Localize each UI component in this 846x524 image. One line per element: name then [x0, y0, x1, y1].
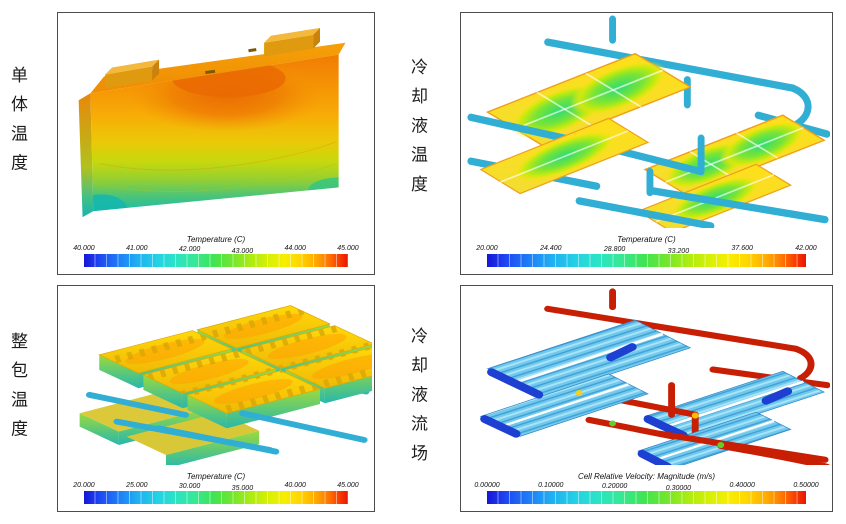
colorbar-tick: 42.000	[795, 245, 817, 252]
colorbar-tick: 28.800	[603, 246, 626, 253]
cooling-plate	[485, 52, 692, 147]
colorbar-coolant-temperature: Temperature (C) 20.000 24.400 28.800 33.…	[469, 235, 824, 267]
colorbar-pack-temperature: Temperature (C) 20.000 25.000 30.000 35.…	[66, 472, 366, 504]
panel-cell-temperature: Temperature (C) 40.000 41.000 42.000 43.…	[57, 12, 375, 275]
colorbar-tick: 0.00000	[474, 482, 500, 489]
panel-label-coolant-flow-field: 冷却液流场	[408, 327, 427, 474]
panel-coolant-temperature: Temperature (C) 20.000 24.400 28.800 33.…	[460, 12, 833, 275]
cell-temperature-render	[78, 27, 346, 218]
colorbar-ticks: 0.00000 0.10000 0.20000 0.30000 0.40000 …	[474, 482, 818, 492]
colorbar-tick: 35.000	[231, 484, 254, 492]
coolant-flow-pipes-front	[656, 430, 830, 465]
panel-pack-temperature: Temperature (C) 20.000 25.000 30.000 35.…	[57, 285, 375, 512]
colorbar-tick: 33.200	[667, 247, 690, 255]
colorbar-gradient	[84, 491, 348, 504]
panel-label-cell-temperature: 单体温度	[8, 66, 27, 183]
colorbar-tick: 45.000	[337, 245, 359, 252]
colorbar-tick: 0.40000	[729, 482, 755, 489]
panel-coolant-flow-field: Cell Relative Velocity: Magnitude (m/s) …	[460, 285, 833, 512]
colorbar-ticks: 20.000 24.400 28.800 33.200 37.600 42.00…	[476, 245, 816, 255]
colorbar-tick: 42.000	[178, 246, 201, 253]
battery-cell	[78, 27, 346, 218]
colorbar-title: Temperature (C)	[617, 235, 676, 244]
cell-terminal	[264, 27, 320, 57]
coolant-pipes-front	[575, 167, 829, 228]
pack-upper-layer	[98, 305, 372, 429]
manifold-hotspots	[575, 389, 725, 449]
colorbar-title: Temperature (C)	[186, 235, 246, 244]
colorbar-title: Cell Relative Velocity: Magnitude (m/s)	[577, 472, 716, 481]
colorbar-tick: 0.50000	[793, 482, 819, 489]
coolant-flow-render	[479, 288, 830, 465]
cooling-plate	[479, 117, 650, 195]
colorbar-tick: 0.10000	[538, 482, 564, 489]
colorbar-tick: 41.000	[126, 245, 148, 252]
colorbar-gradient	[487, 491, 806, 504]
colorbar-tick: 40.000	[73, 245, 95, 252]
colorbar-cell-temperature: Temperature (C) 40.000 41.000 42.000 43.…	[66, 235, 366, 267]
plate-end-caps	[480, 343, 793, 465]
colorbar-ticks: 20.000 25.000 30.000 35.000 40.000 45.00…	[73, 482, 358, 492]
colorbar-tick: 43.000	[231, 247, 254, 255]
pack-pipes-front	[154, 410, 368, 455]
colorbar-gradient	[487, 254, 806, 267]
colorbar-title: Temperature (C)	[186, 472, 246, 481]
colorbar-tick: 24.400	[540, 245, 562, 252]
colorbar-ticks: 40.000 41.000 42.000 43.000 44.000 45.00…	[73, 245, 358, 255]
colorbar-coolant-flow: Cell Relative Velocity: Magnitude (m/s) …	[469, 472, 824, 504]
cell-terminal	[105, 59, 160, 89]
colorbar-tick: 44.000	[284, 245, 306, 252]
colorbar-tick: 40.000	[284, 482, 306, 489]
cooling-plate	[643, 114, 826, 196]
colorbar-gradient	[84, 254, 348, 267]
colorbar-tick: 0.20000	[601, 483, 628, 490]
colorbar-tick: 20.000	[73, 482, 95, 489]
colorbar-tick: 0.30000	[665, 484, 692, 492]
panel-label-coolant-temperature: 冷却液温度	[408, 58, 427, 205]
colorbar-tick: 30.000	[178, 483, 201, 490]
colorbar-tick: 45.000	[337, 482, 359, 489]
coolant-temperature-render	[467, 15, 830, 228]
colorbar-tick: 25.000	[126, 482, 148, 489]
colorbar-tick: 20.000	[476, 245, 498, 252]
panel-label-pack-temperature: 整包温度	[8, 332, 27, 449]
pack-temperature-render	[79, 305, 372, 465]
colorbar-tick: 37.600	[731, 245, 753, 252]
